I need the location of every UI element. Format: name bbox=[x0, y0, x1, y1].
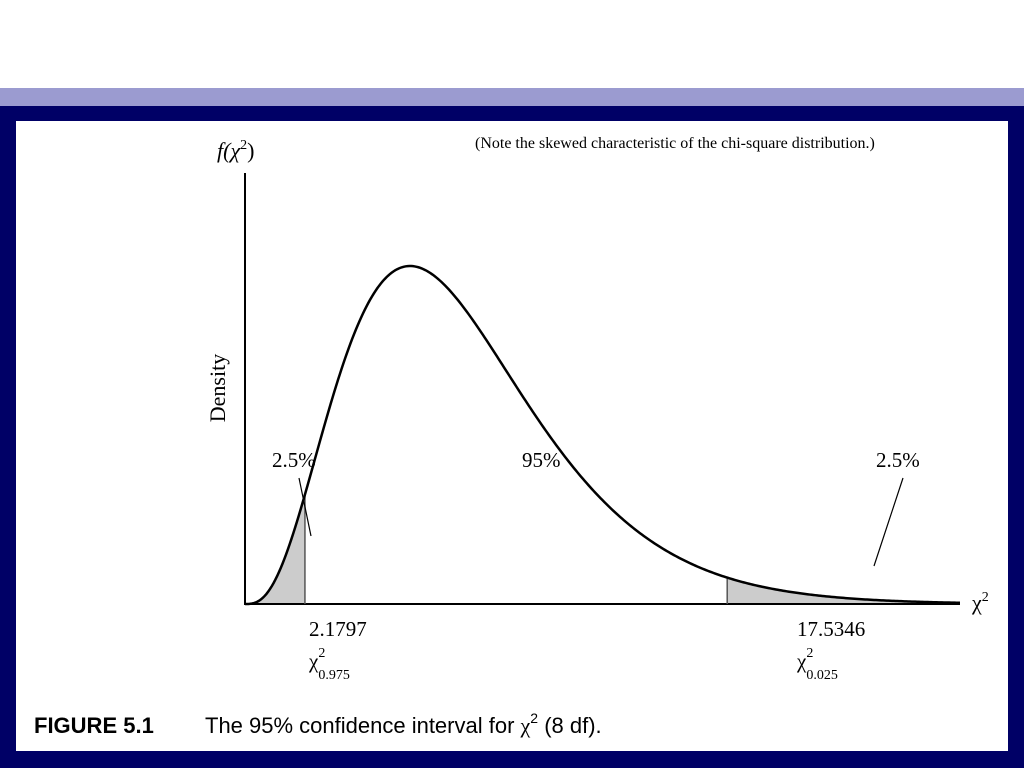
left-tail-pointer bbox=[298, 477, 312, 537]
y-axis-title: Density bbox=[205, 354, 230, 422]
density-curve bbox=[244, 264, 961, 606]
right-tail-label: 2.5% bbox=[876, 448, 920, 472]
right-tail-pointer bbox=[873, 477, 904, 567]
figure-caption: The 95% confidence interval for χ2 (8 df… bbox=[205, 710, 602, 738]
left-tail-label: 2.5% bbox=[272, 448, 316, 472]
left-tail-area bbox=[245, 494, 305, 604]
y-axis-function-label: f(χ2) bbox=[217, 138, 254, 163]
lower-critical-symbol: χ2 0.975 bbox=[308, 646, 350, 683]
top-stripe bbox=[0, 88, 1024, 106]
figure-number: FIGURE 5.1 bbox=[34, 713, 154, 738]
center-region-label: 95% bbox=[522, 448, 561, 472]
right-tail-area bbox=[727, 577, 960, 604]
lower-critical-value: 2.1797 bbox=[309, 617, 367, 641]
upper-critical-value: 17.5346 bbox=[797, 617, 865, 641]
note-text: (Note the skewed characteristic of the c… bbox=[475, 135, 875, 152]
x-axis-label: χ2 bbox=[971, 590, 989, 615]
upper-critical-symbol: χ2 0.025 bbox=[796, 646, 838, 683]
content-panel bbox=[16, 121, 1008, 751]
